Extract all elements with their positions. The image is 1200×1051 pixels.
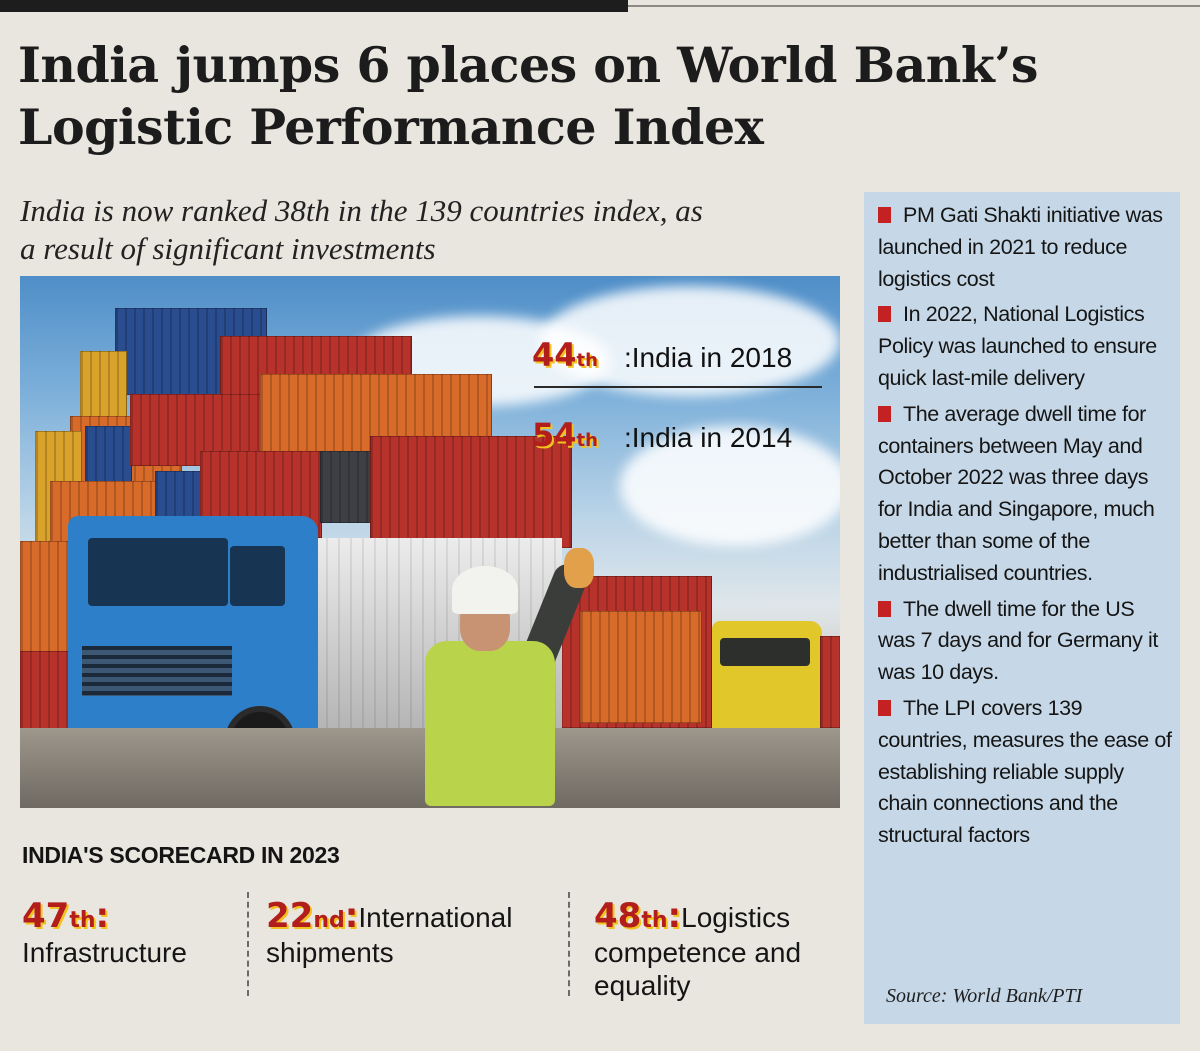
score-rank: 22nd: [266, 896, 359, 936]
subhead: India is now ranked 38th in the 139 coun… [20, 193, 703, 266]
fact-item: The dwell time for the US was 7 days and… [878, 596, 1158, 685]
bullet-square-icon [878, 207, 891, 223]
top-rule [0, 0, 628, 12]
scorecard-logistics-competence: 48th:Logistics competence and equality [594, 896, 854, 1002]
rank-divider [534, 386, 822, 388]
score-label: competence and equality [594, 937, 802, 1001]
score-divider [568, 892, 570, 996]
bullet-square-icon [878, 699, 891, 716]
scorecard-title: INDIA'S SCORECARD IN 2023 [22, 842, 340, 868]
fact-item: In 2022, National Logistics Policy was l… [878, 302, 1157, 390]
score-rank: 47th: [22, 896, 110, 936]
fact-item: The average dwell time for containers be… [878, 401, 1155, 585]
facts-sidebar: PM Gati Shakti initiative was launched i… [864, 192, 1180, 1024]
bullet-square-icon [878, 600, 891, 617]
rank-2014: 54th :India in 2014 [532, 416, 832, 460]
bullet-square-icon [878, 405, 891, 422]
headline: India jumps 6 places on World Bank’s Log… [18, 36, 1039, 156]
trucks-containers-photo: 44th :India in 2018 54th :India in 2014 [20, 276, 840, 808]
score-divider [247, 892, 249, 996]
score-label: shipments [266, 937, 394, 968]
rank-2018-label: :India in 2018 [624, 342, 793, 373]
facts-list: PM Gati Shakti initiative was launched i… [864, 192, 1180, 852]
score-rank: 48th: [594, 896, 682, 936]
source-credit: Source: World Bank/PTI [886, 985, 1083, 1007]
rank-2014-number: 54th [532, 416, 598, 454]
rank-2018-number: 44th [532, 336, 598, 374]
scorecard-infrastructure: 47th: Infrastructure [22, 896, 242, 969]
rank-2014-label: :India in 2014 [624, 422, 793, 453]
scorecard-international-shipments: 22nd:International shipments [266, 896, 566, 969]
rank-2018: 44th :India in 2018 [532, 336, 832, 380]
fact-item: PM Gati Shakti initiative was launched i… [878, 203, 1163, 291]
bullet-square-icon [878, 306, 891, 323]
top-rule-thin [628, 5, 1200, 7]
score-label: Infrastructure [22, 937, 187, 968]
fact-item: The LPI covers 139 countries, measures t… [878, 695, 1172, 848]
